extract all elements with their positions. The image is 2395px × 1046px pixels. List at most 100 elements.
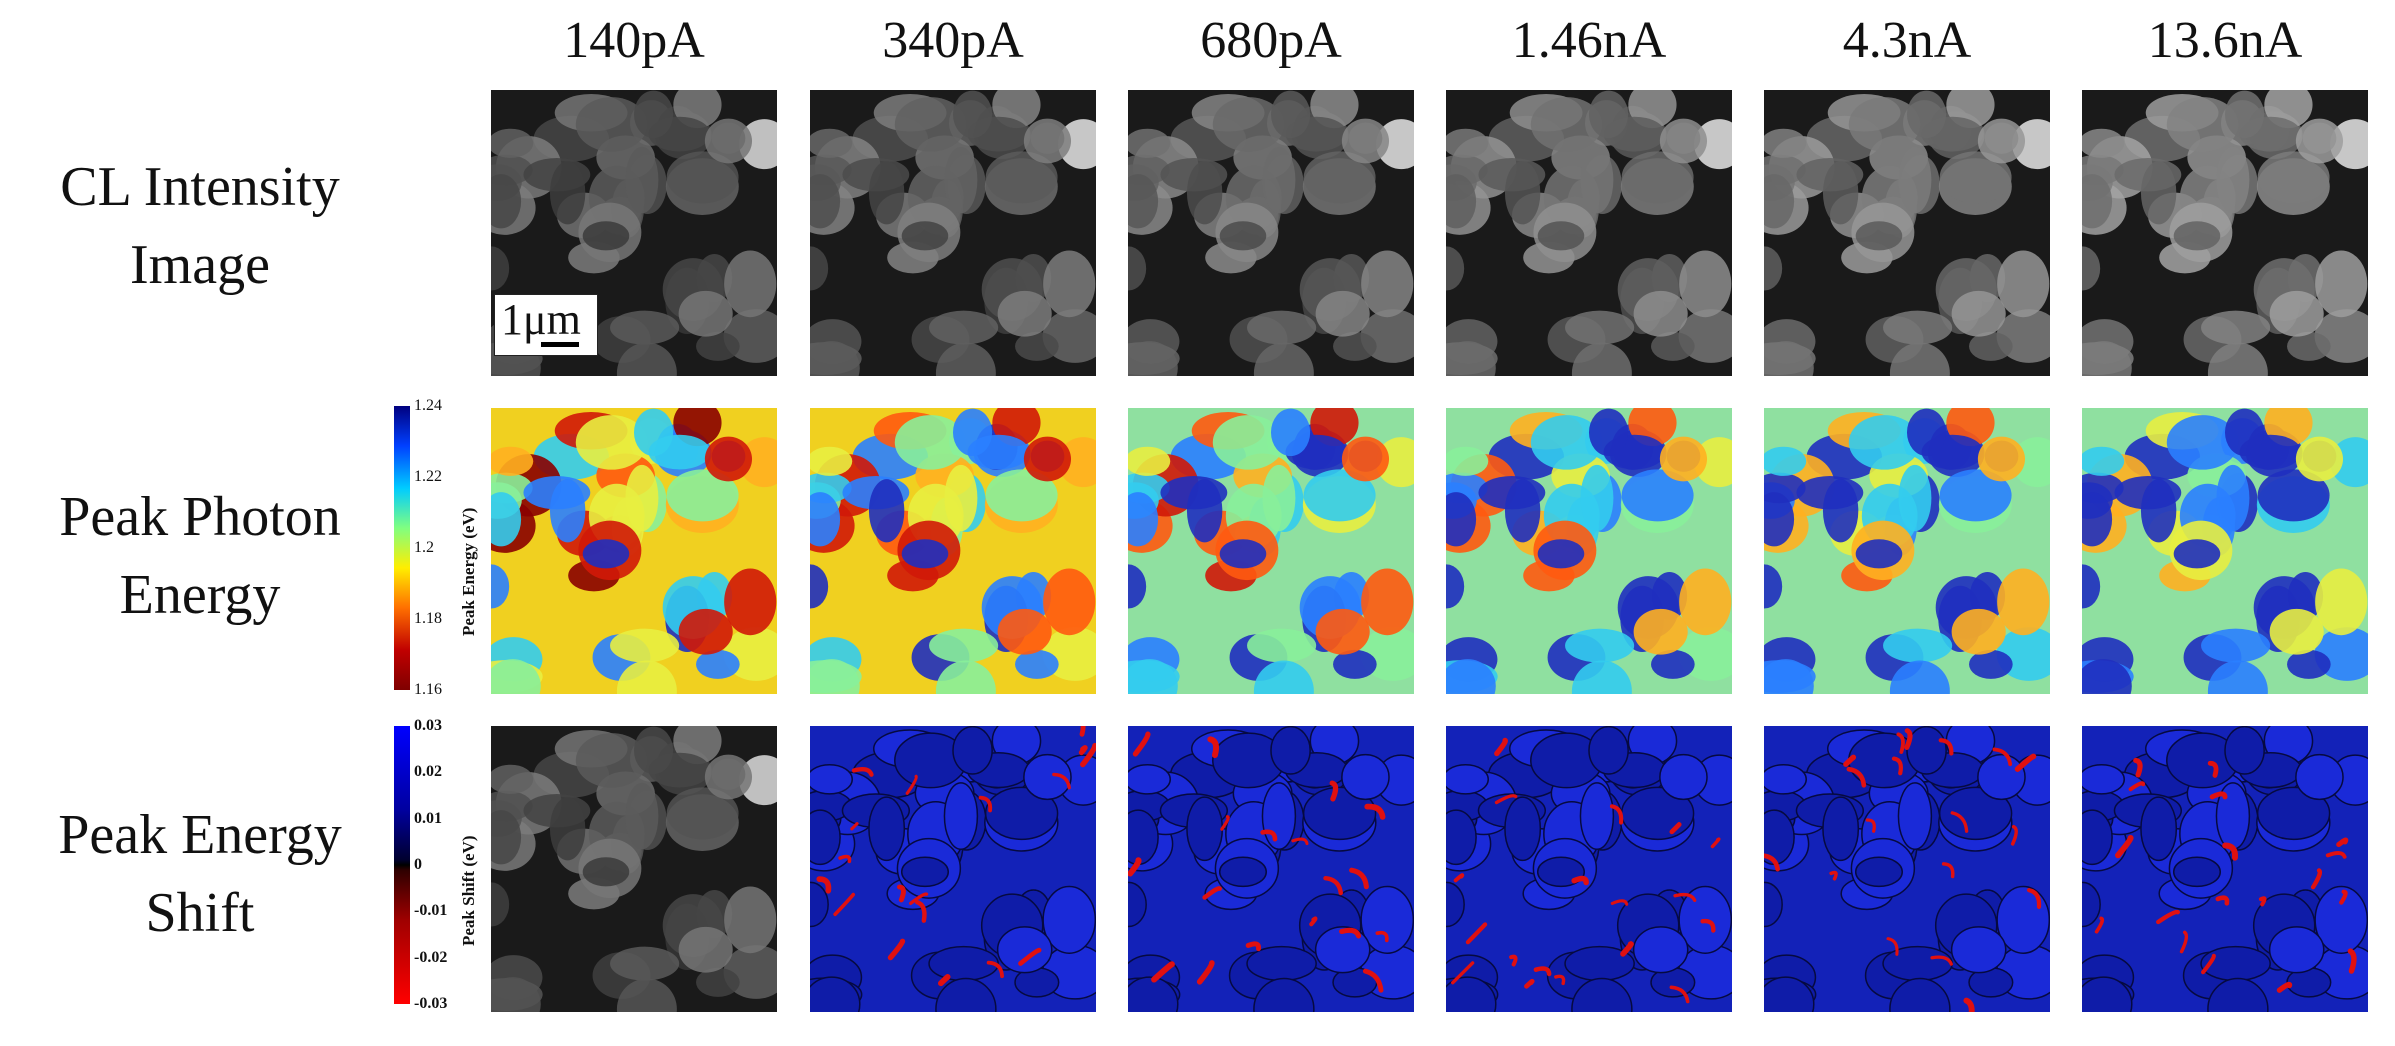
grain <box>810 446 853 476</box>
grain <box>1951 608 2006 655</box>
grain <box>2166 415 2239 470</box>
grain <box>943 782 979 850</box>
grain <box>696 967 740 997</box>
grain <box>1043 250 1096 318</box>
shift-boundary <box>1700 918 1716 933</box>
shift-boundary <box>2325 851 2347 859</box>
grain <box>1262 464 1296 532</box>
grain <box>1854 856 1904 888</box>
grain <box>1969 649 2013 679</box>
shift-boundary <box>1843 754 1857 767</box>
grain <box>1446 492 1477 547</box>
panel-r2-c2 <box>810 408 1096 694</box>
colorbar-tick-label: 1.18 <box>414 610 442 627</box>
grain <box>704 436 753 482</box>
grain <box>1446 809 1477 866</box>
grain <box>625 146 659 214</box>
grain <box>2287 649 2331 679</box>
grain <box>575 97 648 152</box>
grain <box>678 290 733 337</box>
row-label-line: Energy <box>119 564 281 626</box>
row-label-line: Image <box>130 234 270 296</box>
panel-r1-c1 <box>491 90 777 376</box>
shift-boundary <box>1494 794 1518 805</box>
grain <box>1537 221 1585 251</box>
grain <box>810 246 829 291</box>
shift-boundary <box>1052 772 1071 790</box>
grain <box>633 726 674 775</box>
grain <box>1212 97 1285 152</box>
grain <box>2166 97 2239 152</box>
shift-boundary <box>1465 922 1488 945</box>
grain <box>1303 151 1376 204</box>
grain <box>2295 436 2344 482</box>
grain <box>1333 649 1377 679</box>
shift-boundary <box>2215 895 2230 906</box>
grain <box>1446 446 1489 476</box>
grain <box>2295 753 2344 801</box>
grain <box>1361 250 1414 318</box>
shift-boundary <box>914 899 927 923</box>
grain <box>1128 341 1178 376</box>
grain <box>2257 469 2330 522</box>
grain <box>1882 945 1953 982</box>
grain <box>1951 290 2006 337</box>
shift-boundary <box>1938 738 1954 756</box>
peak-shift-colorbar <box>394 726 410 1004</box>
grain <box>2224 408 2265 457</box>
grain <box>678 608 733 655</box>
grain <box>1128 174 1159 229</box>
row-label-line: Peak Photon <box>59 486 341 548</box>
grain <box>1659 753 1708 801</box>
grain <box>1446 128 1489 158</box>
row-label-peak-energy-shift: Peak Energy Shift <box>0 796 400 952</box>
grain <box>1588 726 1629 775</box>
grain <box>1950 926 2007 974</box>
grain <box>724 568 777 636</box>
grain <box>491 764 534 794</box>
grain <box>1128 976 1179 1012</box>
shift-boundary <box>1554 974 1566 986</box>
grain <box>491 977 541 1012</box>
grain <box>1270 90 1311 139</box>
grain <box>1246 945 1317 982</box>
grain <box>2173 221 2221 251</box>
grain <box>1023 118 1072 164</box>
grain <box>2207 342 2268 376</box>
row-label-line: CL Intensity <box>60 156 340 218</box>
colorbar-tick-label: -0.03 <box>414 995 448 1012</box>
panel-r3-c2 <box>810 726 1096 1012</box>
shift-boundary <box>2222 842 2239 861</box>
grain <box>1651 331 1695 361</box>
panel-r1-c4 <box>1446 90 1732 376</box>
grain <box>1219 221 1267 251</box>
grain <box>1128 881 1147 928</box>
grain <box>952 90 993 139</box>
grain <box>2201 310 2271 345</box>
grain <box>900 856 950 888</box>
grain <box>696 649 740 679</box>
grain <box>1906 408 1947 457</box>
shift-boundary <box>1451 961 1475 985</box>
grain <box>616 978 677 1012</box>
grain <box>625 464 659 532</box>
colorbar-tick-label: 0.02 <box>414 763 442 781</box>
grain <box>1906 90 1947 139</box>
grain <box>2224 726 2265 775</box>
shift-boundary <box>2339 889 2348 905</box>
grain <box>1571 342 1632 376</box>
grain <box>1855 539 1903 569</box>
panel-image <box>2082 726 2368 1012</box>
shift-boundary <box>838 854 852 864</box>
colorbar-tick-label: -0.01 <box>414 902 448 920</box>
shift-boundary <box>1963 997 1975 1012</box>
grain <box>1446 246 1465 291</box>
scale-bar-label: 1μm <box>501 295 581 344</box>
grain <box>491 659 541 694</box>
grain <box>1764 564 1783 609</box>
shift-boundary <box>887 938 906 961</box>
grain <box>616 660 677 694</box>
grain <box>2082 763 2125 795</box>
grain <box>1446 564 1465 609</box>
grain <box>1315 290 1370 337</box>
